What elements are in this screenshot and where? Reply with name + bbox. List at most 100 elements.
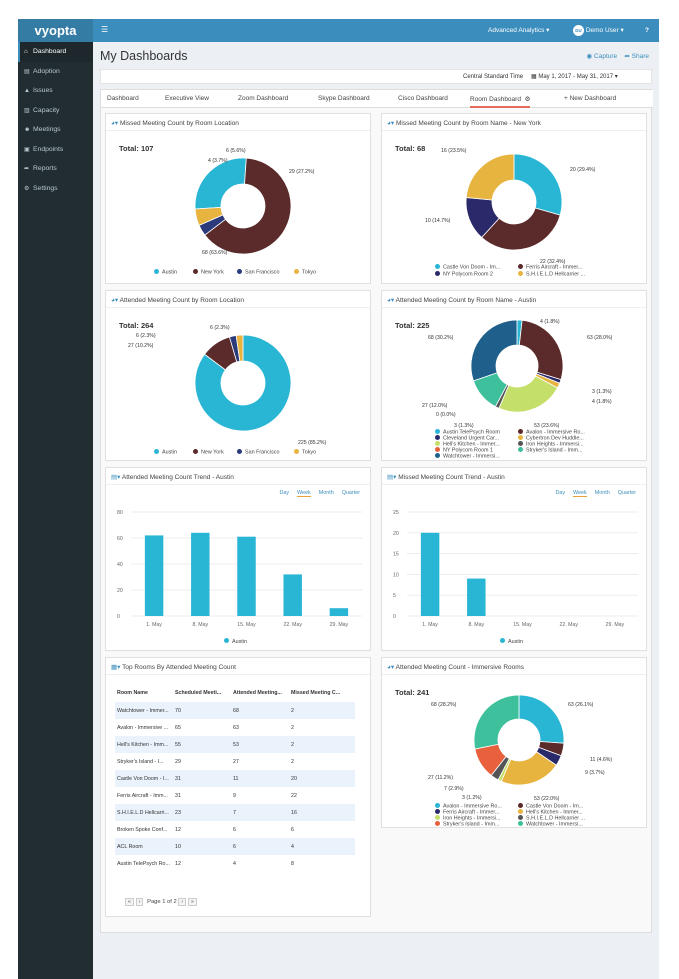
pie-chart-icon[interactable]: ◕▾ (387, 664, 395, 671)
pie-slice[interactable] (465, 153, 515, 201)
column-header[interactable]: Scheduled Meeti... (175, 690, 222, 696)
legend-item[interactable]: Avalon - Immersive Ro... (435, 803, 502, 810)
legend-item[interactable]: NY Polycom Room 2 (435, 271, 493, 278)
tab-new-dashboard[interactable]: + New Dashboard (564, 95, 617, 102)
tab-cisco-dashboard[interactable]: Cisco Dashboard (398, 95, 448, 102)
legend-item[interactable]: Ferris Aircraft - Immer... (518, 264, 582, 271)
legend-item[interactable]: S.H.I.E.L.D Hellcarrier ... (518, 815, 585, 822)
day-button[interactable]: Day (279, 490, 290, 496)
legend-item[interactable]: New York (193, 269, 224, 276)
vyopta-logo[interactable]: vyopta (18, 19, 93, 42)
pie-slice[interactable] (473, 694, 520, 750)
bar[interactable] (144, 535, 164, 616)
legend-item[interactable]: Austin (224, 638, 247, 645)
first-page-button[interactable]: « (125, 898, 134, 906)
sidebar-item-endpoints[interactable]: ▣ Endpoints (18, 140, 93, 160)
pie-slice[interactable] (470, 319, 518, 382)
sidebar-item-reports[interactable]: ➦ Reports (18, 159, 93, 179)
legend-item[interactable]: Castle Von Doom - Im... (435, 264, 500, 271)
legend-item[interactable]: Cybertron Dev Huddle... (518, 435, 584, 442)
legend-item[interactable]: Castle Von Doom - Im... (518, 803, 583, 810)
table-icon[interactable]: ▦▾ (111, 664, 121, 671)
sidebar-item-issues[interactable]: ▲ Issues (18, 81, 93, 101)
pie-slice[interactable] (518, 319, 564, 381)
legend-item[interactable]: Iron Heights - Immersi... (435, 815, 501, 822)
tab-dashboard[interactable]: Dashboard (107, 95, 139, 102)
bar[interactable] (467, 578, 486, 616)
help-icon[interactable]: ? (645, 27, 649, 34)
pie-slice[interactable] (194, 206, 224, 226)
legend-item[interactable]: Austin TelePsych Room (435, 429, 500, 436)
column-header[interactable]: Missed Meeting C... (291, 690, 341, 696)
pie-slice[interactable] (194, 334, 292, 432)
gear-icon[interactable]: ⚙ (524, 96, 531, 103)
legend-item[interactable]: S.H.I.E.L.D Hellcarrier ... (518, 271, 585, 278)
capture-button[interactable]: ◉ Capture (587, 53, 618, 60)
table-row[interactable]: Avalon - Immersive ... 65 63 2 (115, 719, 355, 736)
bar[interactable] (329, 608, 349, 616)
month-button[interactable]: Month (318, 490, 334, 496)
legend-item[interactable]: Tokyo (294, 269, 316, 276)
table-row[interactable]: Castle Von Doom - I... 31 11 20 (115, 770, 355, 787)
bar[interactable] (420, 532, 440, 616)
legend-item[interactable]: Hell's Kitchen - Immer... (435, 441, 500, 448)
bar[interactable] (283, 574, 302, 616)
hamburger-icon[interactable]: ☰ (101, 25, 109, 34)
table-row[interactable]: Hell's Kitchen - Imm... 55 53 2 (115, 736, 355, 753)
sidebar-item-dashboard[interactable]: ⌂ Dashboard (18, 42, 93, 62)
table-row[interactable]: Watchtower - Immer... 70 68 2 (115, 702, 355, 719)
pie-slice[interactable] (194, 157, 247, 210)
legend-item[interactable]: Hell's Kitchen - Immer... (518, 809, 583, 816)
sidebar-item-adoption[interactable]: ▤ Adoption (18, 62, 93, 82)
week-button[interactable]: Week (297, 490, 311, 497)
date-range-picker[interactable]: ▦ May 1, 2017 - May 31, 2017 ▾ (531, 74, 618, 80)
legend-item[interactable]: Stryker's Island - Imm... (518, 447, 582, 454)
legend-item[interactable]: San Francisco (237, 449, 279, 456)
tab-zoom-dashboard[interactable]: Zoom Dashboard (238, 95, 289, 102)
legend-item[interactable]: Stryker's Island - Imm... (435, 821, 499, 828)
legend-item[interactable]: Iron Heights - Immersi... (518, 441, 584, 448)
pie-slice[interactable] (513, 153, 563, 216)
table-row[interactable]: Stryker's Island - I... 29 27 2 (115, 753, 355, 770)
tab-skype-dashboard[interactable]: Skype Dashboard (318, 95, 370, 102)
pie-slice[interactable] (204, 157, 292, 255)
next-page-button[interactable]: › (178, 898, 187, 906)
bar[interactable] (237, 536, 256, 616)
prev-page-button[interactable]: ‹ (135, 898, 144, 906)
tab-executive-view[interactable]: Executive View (165, 95, 209, 102)
table-row[interactable]: S.H.I.E.L.D Hellcarri... 23 7 16 (115, 804, 355, 821)
quarter-button[interactable]: Quarter (617, 490, 636, 496)
advanced-analytics-menu[interactable]: Advanced Analytics ▾ (488, 27, 550, 34)
day-button[interactable]: Day (555, 490, 566, 496)
legend-item[interactable]: San Francisco (237, 269, 279, 276)
table-row[interactable]: ACL Room 10 6 4 (115, 838, 355, 855)
legend-item[interactable]: Ferris Aircraft - Immer... (435, 809, 499, 816)
legend-item[interactable]: Cleveland Urgent Car... (435, 435, 499, 442)
legend-item[interactable]: Watchtower - Immersi... (518, 821, 583, 828)
pie-chart-icon[interactable]: ◕▾ (387, 120, 395, 127)
share-button[interactable]: ➦ Share (624, 53, 649, 60)
sidebar-item-settings[interactable]: ⚙ Settings (18, 179, 93, 199)
week-button[interactable]: Week (573, 490, 587, 497)
legend-item[interactable]: Tokyo (294, 449, 316, 456)
pie-slice[interactable] (481, 207, 561, 251)
pie-slice[interactable] (518, 694, 565, 744)
table-row[interactable]: Broken Spoke Conf... 12 6 6 (115, 821, 355, 838)
legend-item[interactable]: Austin (154, 269, 177, 276)
legend-item[interactable]: Austin (154, 449, 177, 456)
pie-chart-icon[interactable]: ◕▾ (387, 297, 395, 304)
bar-chart-icon[interactable]: ▤▾ (111, 474, 121, 481)
quarter-button[interactable]: Quarter (341, 490, 360, 496)
legend-item[interactable]: Watchtower - Immersi... (435, 453, 500, 460)
pie-slice[interactable] (235, 334, 244, 362)
column-header[interactable]: Room Name (117, 690, 148, 696)
sidebar-item-meetings[interactable]: ☻ Meetings (18, 120, 93, 140)
column-header[interactable]: Attended Meeting... (233, 690, 282, 696)
pie-chart-icon[interactable]: ◕▾ (111, 120, 119, 127)
legend-item[interactable]: New York (193, 449, 224, 456)
last-page-button[interactable]: » (188, 898, 197, 906)
bar-chart-icon[interactable]: ▤▾ (387, 474, 397, 481)
table-row[interactable]: Ferris Aircraft - Imm... 31 9 22 (115, 787, 355, 804)
tab-room-dashboard[interactable]: Room Dashboard ⚙ (470, 95, 531, 108)
legend-item[interactable]: Austin (500, 638, 523, 645)
